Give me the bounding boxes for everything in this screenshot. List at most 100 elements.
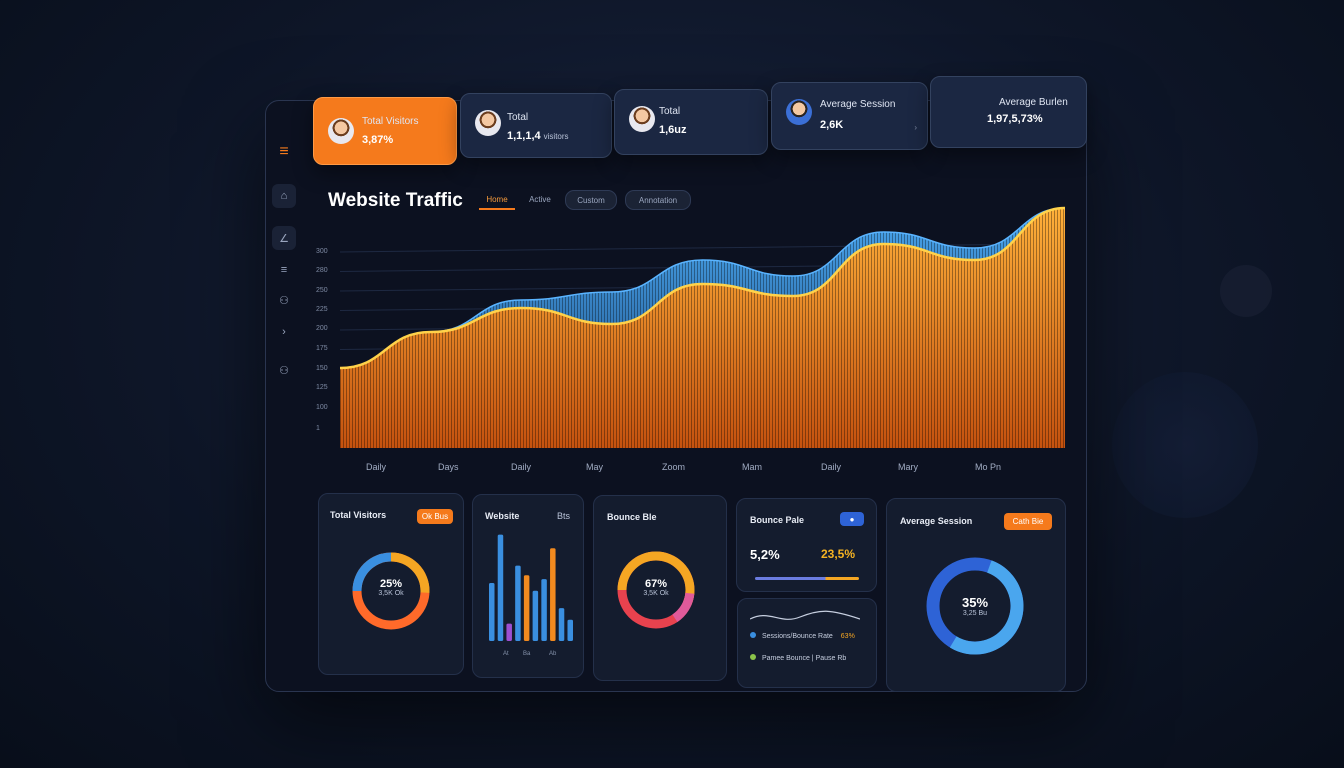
x-tick-label: Zoom (662, 462, 686, 472)
chevron-icon[interactable]: › (914, 123, 917, 132)
stat-label: Total Visitors (362, 116, 419, 127)
bar (550, 548, 556, 641)
y-tick-label: 250 (316, 287, 328, 294)
stat-label: Total (659, 106, 681, 117)
bar (523, 575, 530, 641)
legend-item: Pamee Bounce | Pause Rb (750, 654, 846, 662)
donut-sub: 3,5K Ok (378, 590, 404, 597)
menu-icon[interactable]: ≡ (279, 143, 289, 160)
avatar (629, 106, 655, 132)
website-bar-chart (489, 534, 573, 641)
y-tick-label: 175 (316, 345, 328, 352)
y-tick-label: 150 (316, 365, 328, 372)
stat-value: 3,87% (362, 134, 394, 146)
status-badge[interactable]: Ok Bus (417, 509, 453, 524)
stat-card-average-burlen[interactable]: Average Burlen 1,97,5,73% (930, 76, 1087, 148)
sessions-card[interactable]: Sessions/Bounce Rate 63% Pamee Bounce | … (737, 598, 877, 688)
bounce-donut (617, 551, 695, 629)
sparkline (750, 610, 860, 620)
card-label: Bts (557, 511, 571, 521)
bar (532, 590, 539, 641)
donut-label: 35% 3,25 Bu (923, 595, 1027, 617)
stat-label: Average Session (820, 99, 896, 110)
analytics-icon[interactable]: ∠ (272, 226, 296, 250)
x-tick-label: Daily (821, 462, 842, 472)
avatar (786, 99, 812, 125)
stat-value: 1,6uz (659, 124, 687, 136)
x-tick-label: Mo Pn (975, 462, 1002, 472)
y-tick-label: 125 (316, 384, 328, 391)
average-session-card[interactable]: Average Session Cath Bie 35% 3,25 Bu (886, 498, 1066, 692)
metric-value: 23,5% (821, 547, 856, 561)
x-tick-label: Ab (549, 651, 557, 657)
x-tick-label: Days (438, 462, 459, 472)
donut-value: 67% (644, 578, 668, 590)
background-bokeh (1220, 265, 1272, 317)
legend-dot-icon (750, 654, 756, 660)
y-tick-label: 225 (316, 306, 328, 313)
settings-icon[interactable]: › (282, 326, 286, 338)
stat-card-total-2[interactable]: Total 1,6uz (614, 89, 768, 155)
bar (489, 583, 495, 641)
y-tick-label: 280 (316, 267, 328, 274)
home-icon[interactable]: ⌂ (272, 184, 296, 208)
total-visitors-card[interactable]: Total Visitors Ok Bus 25% 3,5K Ok (318, 493, 464, 675)
info-icon[interactable]: ● (840, 512, 864, 526)
visitors-donut (352, 552, 430, 630)
tab-custom[interactable]: Custom (565, 190, 617, 210)
traffic-area-chart (339, 206, 1066, 448)
tab-annotation[interactable]: Annotation (625, 190, 691, 210)
reports-icon[interactable]: ≡ (280, 264, 288, 276)
bar (506, 623, 512, 641)
page-title: Website Traffic (328, 190, 463, 211)
bounce-rate-summary-card[interactable]: Bounce Pale ● 5,2% 23,5% (736, 498, 877, 592)
tab-active[interactable]: Active (529, 194, 551, 204)
card-title: Total Visitors (330, 510, 387, 520)
card-title: Website (485, 511, 520, 521)
stat-label: Average Burlen (999, 97, 1068, 108)
x-tick-label: Daily (511, 462, 532, 472)
legend-dot-icon (750, 632, 756, 638)
bounce-rate-card[interactable]: Bounce Ble 67% 3,5K Ok (593, 495, 727, 681)
stat-value: 1,1,1,4 visitors (507, 130, 569, 142)
stat-value: 1,97,5,73% (987, 113, 1043, 125)
donut-label: 25% 3,5K Ok (349, 578, 433, 597)
card-title: Bounce Ble (607, 512, 657, 522)
bar (515, 565, 521, 641)
series-line-primary (339, 206, 1066, 370)
donut-sub: 3,25 Bu (962, 610, 988, 617)
website-card[interactable]: Website Bts At Ba Ab (472, 494, 584, 678)
bar (558, 608, 565, 641)
donut-value: 35% (961, 595, 989, 610)
tab-home[interactable]: Home (479, 190, 515, 210)
series-area-primary-texture (340, 208, 1065, 448)
x-tick-label: Daily (366, 462, 387, 472)
x-tick-label: May (586, 462, 604, 472)
sources-icon[interactable]: ⚇ (279, 364, 289, 377)
legend-item: Sessions/Bounce Rate 63% (750, 632, 855, 640)
avatar (328, 118, 354, 144)
x-tick-label: Ba (523, 651, 531, 657)
card-title: Average Session (900, 516, 973, 526)
stat-card-total-visitors[interactable]: Total Visitors 3,87% (313, 97, 457, 165)
x-tick-label: At (503, 651, 509, 657)
y-tick-label: 100 (316, 404, 328, 411)
background-bokeh (1112, 372, 1258, 518)
metric-value: 5,2% (750, 547, 780, 562)
users-icon[interactable]: ⚇ (279, 294, 289, 307)
progress-bar (755, 577, 859, 580)
donut-label: 67% 3,5K Ok (614, 578, 698, 597)
card-title: Bounce Pale (750, 515, 805, 525)
y-tick-label: 200 (316, 325, 328, 332)
donut-sub: 3,5K Ok (643, 590, 669, 597)
stat-card-total[interactable]: Total 1,1,1,4 visitors (460, 93, 612, 158)
stat-card-average-session[interactable]: Average Session 2,6K › (771, 82, 928, 150)
bar (497, 534, 504, 641)
bar (541, 579, 547, 641)
status-badge[interactable]: Cath Bie (1004, 513, 1052, 530)
stat-value: 2,6K (820, 119, 844, 131)
y-tick-label: 300 (316, 248, 328, 255)
donut-value: 25% (379, 578, 403, 590)
avatar (475, 110, 501, 136)
x-tick-label: Mam (742, 462, 762, 472)
